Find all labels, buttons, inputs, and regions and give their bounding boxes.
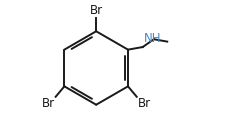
Text: Br: Br xyxy=(42,98,55,110)
Text: Br: Br xyxy=(137,98,151,110)
Text: Br: Br xyxy=(90,4,103,17)
Text: NH: NH xyxy=(143,32,161,45)
